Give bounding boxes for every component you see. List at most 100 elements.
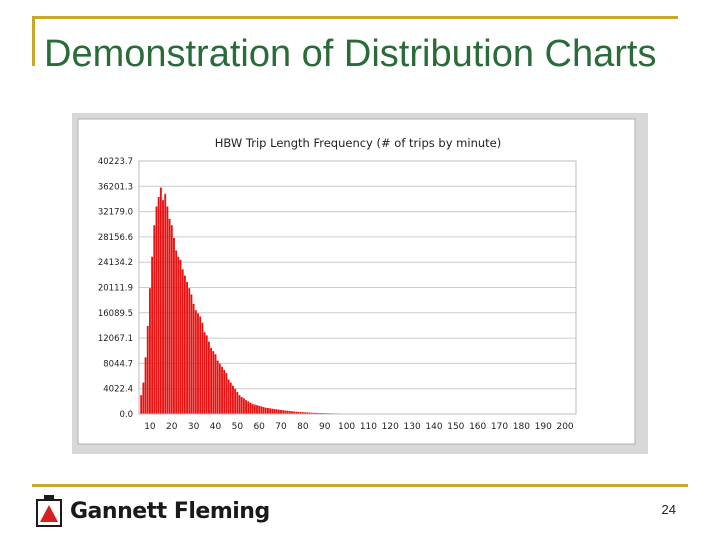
y-tick-labels: 0.0 4022.4 8044.7 12067.1 16089.5 20111.9 2413…	[98, 157, 133, 420]
bar	[264, 407, 267, 414]
bar	[146, 325, 149, 414]
x-tick-label: 80	[297, 422, 309, 432]
bar	[151, 256, 154, 414]
x-tick-label: 20	[166, 422, 178, 432]
bar	[188, 288, 191, 414]
bar	[175, 250, 178, 414]
x-tick-label: 30	[188, 422, 200, 432]
x-tick-label: 70	[275, 422, 287, 432]
y-tick-label: 24134.2	[98, 258, 133, 268]
y-tick-label: 20111.9	[98, 283, 133, 293]
bar	[293, 411, 296, 414]
bar	[225, 373, 228, 414]
bar	[162, 200, 164, 414]
bar	[140, 395, 143, 414]
bar	[280, 409, 282, 414]
x-tick-label: 170	[491, 422, 508, 432]
bar	[297, 411, 300, 414]
bar	[207, 341, 210, 414]
y-tick-label: 4022.4	[103, 385, 133, 395]
x-tick-label: 160	[469, 422, 486, 432]
bar	[203, 332, 206, 414]
bar	[288, 410, 291, 414]
x-tick-label: 110	[360, 422, 377, 432]
y-tick-label: 40223.7	[98, 157, 133, 167]
bar	[295, 411, 298, 414]
bar	[194, 310, 197, 414]
x-tick-label: 50	[232, 422, 244, 432]
bottom-accent-line	[32, 484, 688, 487]
chart-background	[77, 118, 636, 445]
bar	[221, 366, 223, 414]
bar	[155, 206, 158, 414]
bar	[260, 406, 263, 414]
slide-title: Demonstration of Distribution Charts	[44, 33, 657, 75]
bar	[197, 313, 199, 414]
bar	[173, 237, 175, 414]
bar	[247, 401, 250, 414]
gannett-fleming-logo-icon	[36, 495, 62, 527]
bar	[210, 347, 213, 414]
bar	[262, 407, 265, 414]
bar	[234, 388, 237, 414]
bar	[159, 187, 162, 414]
bar	[218, 363, 221, 414]
bar	[183, 275, 186, 414]
logo-text: Gannett Fleming	[70, 498, 270, 524]
bar	[190, 294, 193, 414]
bar	[181, 269, 184, 414]
bar	[275, 409, 278, 414]
bar	[317, 412, 320, 414]
chart-panel: HBW Trip Length Frequency (# of trips by…	[72, 113, 648, 454]
x-tick-label: 140	[425, 422, 442, 432]
page-number: 24	[661, 502, 676, 517]
bar	[168, 219, 171, 414]
bar	[232, 385, 234, 414]
bar	[144, 357, 147, 414]
x-tick-label: 200	[556, 422, 573, 432]
bar	[271, 408, 274, 414]
bar	[299, 412, 302, 414]
x-tick-label: 130	[404, 422, 421, 432]
bar	[286, 410, 289, 414]
x-tick-labels: 10 20 30 40 50 60 70 80 90 100 110 120 130 140 150 160 1…	[144, 422, 574, 432]
bar	[240, 397, 243, 414]
x-tick-label: 100	[338, 422, 355, 432]
x-tick-label: 120	[382, 422, 399, 432]
bar	[177, 256, 180, 414]
bar	[310, 412, 313, 414]
bar	[153, 225, 156, 414]
bar	[269, 408, 272, 414]
bar	[256, 405, 258, 414]
bar	[284, 410, 287, 414]
bar	[315, 412, 317, 414]
bar	[306, 412, 309, 414]
x-tick-label: 60	[253, 422, 265, 432]
bar	[148, 288, 151, 414]
bar	[319, 412, 322, 414]
bar	[201, 322, 204, 414]
bar	[245, 400, 247, 414]
bar	[266, 408, 269, 414]
x-tick-label: 90	[319, 422, 331, 432]
bar	[258, 405, 261, 414]
top-accent-line	[32, 16, 678, 19]
bar	[170, 225, 173, 414]
bar	[164, 193, 167, 414]
bar	[212, 351, 215, 414]
bar	[205, 335, 208, 414]
bar	[277, 409, 280, 414]
x-tick-label: 10	[144, 422, 156, 432]
bar	[227, 379, 230, 414]
bar	[199, 316, 202, 414]
bar	[301, 412, 304, 414]
bar	[238, 395, 241, 414]
y-tick-label: 36201.3	[98, 182, 133, 192]
bar	[312, 412, 315, 414]
y-tick-label: 12067.1	[98, 334, 133, 344]
company-logo: Gannett Fleming	[36, 494, 270, 528]
bar	[304, 412, 306, 414]
bar	[291, 411, 293, 414]
trip-length-chart: HBW Trip Length Frequency (# of trips by…	[77, 118, 636, 445]
x-tick-label: 40	[210, 422, 222, 432]
